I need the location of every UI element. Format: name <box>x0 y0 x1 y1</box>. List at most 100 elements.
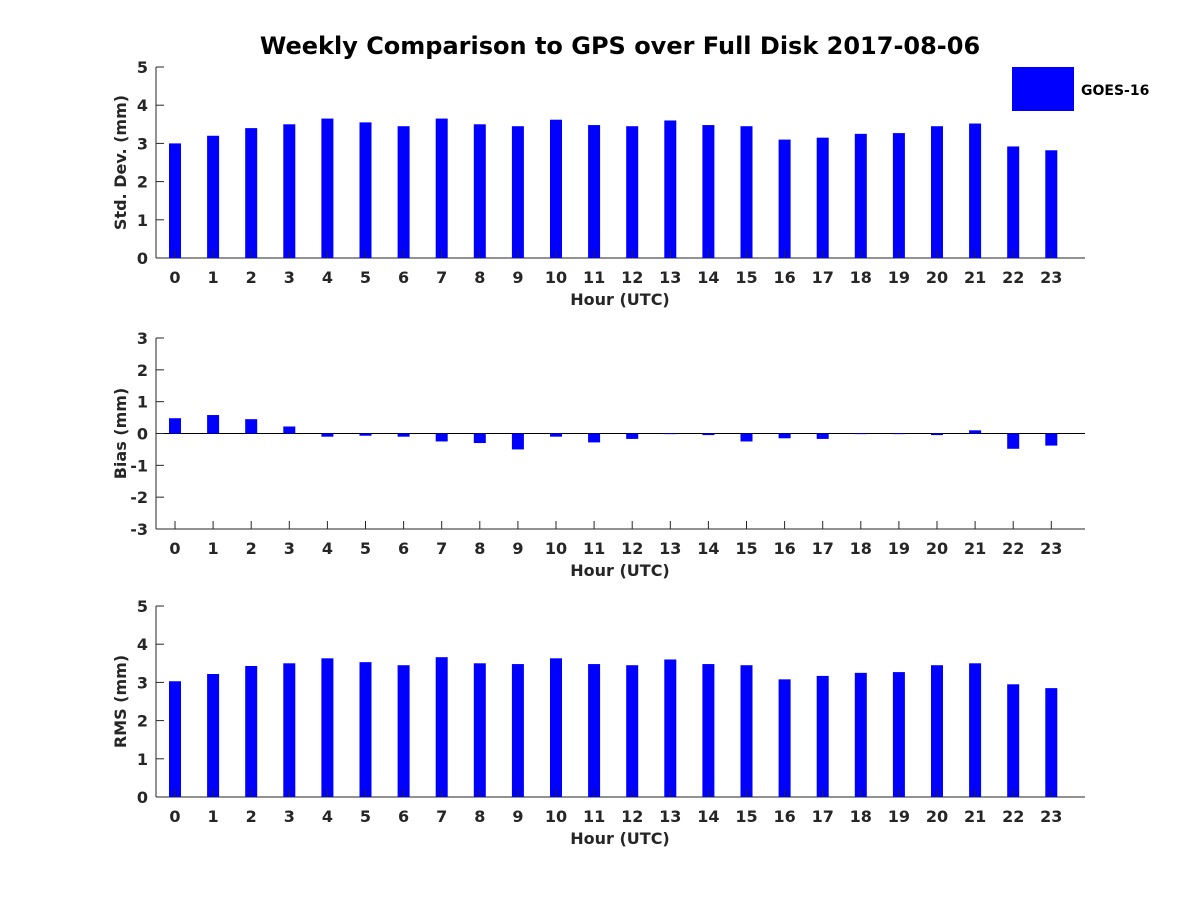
x-tick-label: 9 <box>512 268 523 287</box>
bar-std-dev-20 <box>931 126 943 259</box>
y-tick-label: 1 <box>137 393 148 412</box>
bar-std-dev-3 <box>283 124 296 258</box>
bar-std-dev-0 <box>169 143 181 258</box>
x-tick-label: 14 <box>697 807 719 826</box>
bar-bias-12 <box>626 433 639 439</box>
x-tick-label: 19 <box>888 539 910 558</box>
bar-bias-23 <box>1045 433 1058 446</box>
x-tick-label: 18 <box>850 807 872 826</box>
bar-rms-5 <box>359 662 372 797</box>
x-tick-label: 13 <box>659 268 681 287</box>
x-tick-label: 22 <box>1002 807 1024 826</box>
y-tick-label: 3 <box>137 329 148 348</box>
bar-rms-13 <box>664 659 677 797</box>
x-tick-label: 23 <box>1040 268 1062 287</box>
legend-label: GOES-16 <box>1081 83 1149 99</box>
x-tick-label: 3 <box>284 268 295 287</box>
x-tick-label: 4 <box>322 807 333 826</box>
bar-rms-18 <box>854 672 867 797</box>
bar-rms-14 <box>702 664 715 797</box>
x-tick-label: 15 <box>735 268 757 287</box>
bar-std-dev-7 <box>435 118 448 258</box>
x-tick-label: 7 <box>436 268 447 287</box>
x-tick-label: 3 <box>284 539 295 558</box>
x-tick-label: 12 <box>621 268 643 287</box>
x-tick-label: 15 <box>735 807 757 826</box>
x-tick-label: 7 <box>436 539 447 558</box>
x-tick-label: 5 <box>360 539 371 558</box>
x-tick-label: 18 <box>850 268 872 287</box>
x-tick-label: 12 <box>621 539 643 558</box>
x-axis-label: Hour (UTC) <box>570 561 670 580</box>
bar-rms-15 <box>740 665 753 797</box>
bar-rms-23 <box>1045 688 1058 797</box>
bar-std-dev-2 <box>245 128 258 258</box>
x-tick-label: 23 <box>1040 539 1062 558</box>
y-tick-label: -3 <box>130 520 148 539</box>
x-tick-label: 6 <box>398 268 409 287</box>
x-tick-label: 2 <box>246 807 257 826</box>
bar-bias-21 <box>969 430 982 434</box>
bar-std-dev-23 <box>1045 150 1058 258</box>
y-tick-label: 5 <box>137 58 148 77</box>
y-tick-label: 4 <box>137 96 148 115</box>
x-tick-label: 0 <box>169 268 180 287</box>
y-tick-label: 2 <box>137 173 148 192</box>
bar-rms-17 <box>816 675 829 797</box>
x-tick-label: 4 <box>322 268 333 287</box>
x-tick-label: 5 <box>360 268 371 287</box>
bar-bias-15 <box>740 433 753 442</box>
x-tick-label: 19 <box>888 807 910 826</box>
y-tick-label: 2 <box>137 361 148 380</box>
bar-bias-3 <box>283 426 296 434</box>
bar-rms-12 <box>626 665 639 797</box>
bar-bias-16 <box>778 433 791 439</box>
x-tick-label: 1 <box>208 807 219 826</box>
y-tick-label: 2 <box>137 712 148 731</box>
y-tick-label: 1 <box>137 211 148 230</box>
bar-rms-6 <box>397 665 410 797</box>
x-tick-label: 20 <box>926 807 948 826</box>
x-tick-label: 22 <box>1002 539 1024 558</box>
bar-rms-2 <box>245 665 258 797</box>
x-tick-label: 9 <box>512 807 523 826</box>
bar-std-dev-8 <box>473 124 486 258</box>
x-tick-label: 1 <box>208 539 219 558</box>
chart-title: Weekly Comparison to GPS over Full Disk … <box>260 32 980 60</box>
bar-std-dev-6 <box>397 126 410 259</box>
x-tick-label: 11 <box>583 268 605 287</box>
y-axis-label: RMS (mm) <box>111 655 130 748</box>
y-axis-label: Std. Dev. (mm) <box>111 95 130 230</box>
x-tick-label: 21 <box>964 268 986 287</box>
x-tick-label: 10 <box>545 807 567 826</box>
bar-rms-7 <box>435 657 448 797</box>
bar-bias-6 <box>397 433 410 437</box>
bar-rms-3 <box>283 663 296 797</box>
x-tick-label: 16 <box>773 807 795 826</box>
bar-bias-18 <box>854 433 867 435</box>
x-tick-label: 13 <box>659 807 681 826</box>
x-tick-label: 22 <box>1002 268 1024 287</box>
legend: GOES-16 <box>1012 67 1149 111</box>
bar-bias-17 <box>816 433 829 439</box>
bar-std-dev-10 <box>550 119 562 258</box>
bar-bias-10 <box>550 433 562 437</box>
x-tick-label: 2 <box>246 268 257 287</box>
x-tick-label: 17 <box>812 539 834 558</box>
x-tick-label: 21 <box>964 807 986 826</box>
x-tick-label: 20 <box>926 268 948 287</box>
x-tick-label: 14 <box>697 539 719 558</box>
bar-rms-9 <box>511 664 524 797</box>
x-tick-label: 12 <box>621 807 643 826</box>
y-tick-label: 1 <box>137 750 148 769</box>
x-axis-label: Hour (UTC) <box>570 290 670 309</box>
x-tick-label: 13 <box>659 539 681 558</box>
bar-rms-0 <box>169 681 181 797</box>
bar-std-dev-15 <box>740 126 753 259</box>
bar-std-dev-19 <box>892 133 905 258</box>
bar-std-dev-12 <box>626 126 639 259</box>
x-tick-label: 11 <box>583 539 605 558</box>
